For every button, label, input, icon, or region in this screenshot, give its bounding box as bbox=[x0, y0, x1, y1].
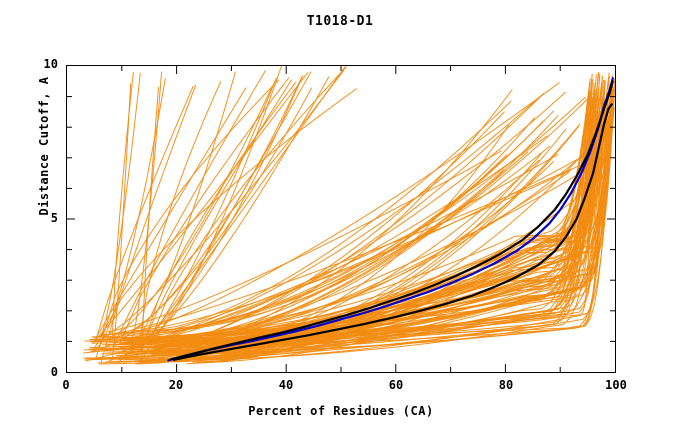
reference-curves bbox=[167, 77, 614, 362]
x-tick-label-80: 80 bbox=[498, 378, 514, 392]
plot-area bbox=[66, 65, 616, 373]
y-tick-label-0: 0 bbox=[50, 365, 58, 379]
x-tick-label-100: 100 bbox=[605, 378, 627, 392]
x-tick-label-0: 0 bbox=[62, 378, 70, 392]
prediction-curves bbox=[83, 66, 615, 365]
y-tick-label-5: 5 bbox=[50, 211, 58, 225]
y-axis-label: Distance Cutoff, A bbox=[37, 76, 51, 216]
x-tick-label-60: 60 bbox=[388, 378, 404, 392]
page-title: T1018-D1 bbox=[306, 14, 374, 29]
x-tick-label-40: 40 bbox=[278, 378, 294, 392]
plot-canvas bbox=[83, 66, 615, 365]
x-axis-label: Percent of Residues (CA) bbox=[248, 404, 434, 418]
x-tick-label-20: 20 bbox=[168, 378, 184, 392]
y-tick-label-10: 10 bbox=[43, 57, 58, 71]
